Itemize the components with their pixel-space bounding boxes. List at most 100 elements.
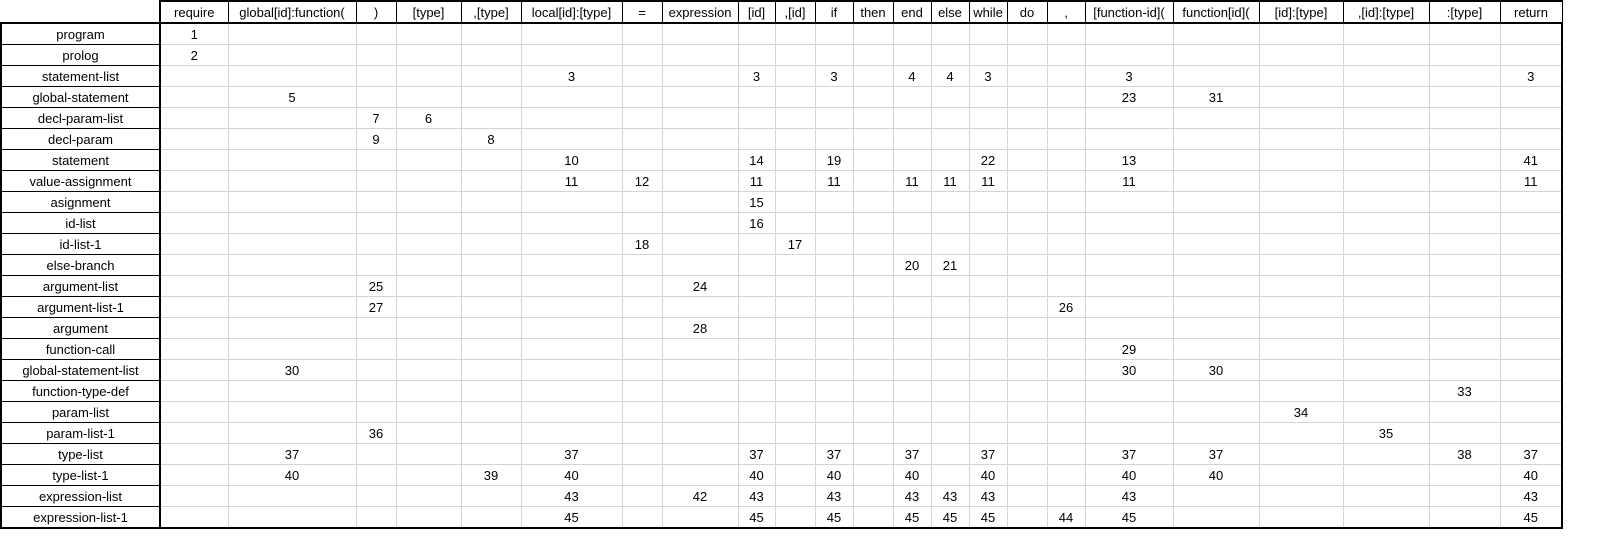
- table-cell[interactable]: [1172, 254, 1259, 276]
- table-cell[interactable]: [460, 233, 521, 255]
- table-cell[interactable]: [661, 170, 738, 192]
- table-cell[interactable]: [395, 86, 461, 108]
- table-cell[interactable]: [1172, 191, 1259, 213]
- table-cell[interactable]: [774, 170, 815, 192]
- table-cell[interactable]: [1428, 485, 1500, 507]
- table-cell[interactable]: [1428, 107, 1500, 129]
- table-cell[interactable]: [1172, 485, 1259, 507]
- table-cell[interactable]: [737, 22, 775, 45]
- table-cell[interactable]: 37: [227, 443, 356, 465]
- table-cell[interactable]: [774, 401, 815, 423]
- table-cell[interactable]: [930, 86, 969, 108]
- table-cell[interactable]: [814, 254, 853, 276]
- table-cell[interactable]: [227, 170, 356, 192]
- table-cell[interactable]: [227, 317, 356, 339]
- table-cell[interactable]: [1084, 254, 1173, 276]
- table-cell[interactable]: [1006, 254, 1047, 276]
- table-cell[interactable]: [661, 107, 738, 129]
- table-cell[interactable]: [1258, 338, 1343, 360]
- table-cell[interactable]: [1428, 44, 1500, 66]
- table-cell[interactable]: [520, 338, 622, 360]
- table-cell[interactable]: 41: [1499, 149, 1563, 171]
- table-cell[interactable]: 25: [355, 275, 396, 297]
- table-cell[interactable]: 37: [737, 443, 775, 465]
- table-cell[interactable]: [621, 338, 662, 360]
- table-cell[interactable]: [395, 44, 461, 66]
- table-cell[interactable]: [1046, 170, 1085, 192]
- table-cell[interactable]: [395, 359, 461, 381]
- table-cell[interactable]: 4: [892, 65, 931, 87]
- table-cell[interactable]: [852, 485, 893, 507]
- table-cell[interactable]: [1342, 107, 1429, 129]
- table-cell[interactable]: 30: [227, 359, 356, 381]
- table-cell[interactable]: [774, 254, 815, 276]
- row-header[interactable]: id-list-1: [0, 233, 161, 255]
- row-header[interactable]: statement: [0, 149, 161, 171]
- table-cell[interactable]: [737, 233, 775, 255]
- table-cell[interactable]: [968, 401, 1007, 423]
- table-cell[interactable]: [460, 485, 521, 507]
- table-cell[interactable]: [892, 338, 931, 360]
- table-cell[interactable]: [1499, 401, 1563, 423]
- table-cell[interactable]: 3: [1499, 65, 1563, 87]
- table-cell[interactable]: 20: [892, 254, 931, 276]
- table-cell[interactable]: [1342, 191, 1429, 213]
- table-cell[interactable]: [355, 233, 396, 255]
- table-cell[interactable]: [159, 65, 228, 87]
- table-cell[interactable]: [1046, 22, 1085, 45]
- table-cell[interactable]: [930, 380, 969, 402]
- table-cell[interactable]: [227, 107, 356, 129]
- column-header[interactable]: return: [1499, 0, 1563, 24]
- table-cell[interactable]: [774, 107, 815, 129]
- column-header[interactable]: do: [1006, 0, 1048, 24]
- table-cell[interactable]: 40: [227, 464, 356, 486]
- table-cell[interactable]: 31: [1172, 86, 1259, 108]
- table-cell[interactable]: [1258, 22, 1343, 45]
- table-cell[interactable]: [1342, 65, 1429, 87]
- table-cell[interactable]: 29: [1084, 338, 1173, 360]
- table-cell[interactable]: [1428, 464, 1500, 486]
- table-cell[interactable]: 37: [520, 443, 622, 465]
- table-cell[interactable]: [852, 506, 893, 529]
- table-cell[interactable]: [355, 506, 396, 529]
- table-cell[interactable]: [892, 191, 931, 213]
- table-cell[interactable]: [227, 422, 356, 444]
- table-cell[interactable]: [661, 443, 738, 465]
- table-cell[interactable]: [1428, 275, 1500, 297]
- table-cell[interactable]: [852, 170, 893, 192]
- column-header[interactable]: ,[id]:[type]: [1342, 0, 1430, 24]
- table-cell[interactable]: [814, 275, 853, 297]
- table-cell[interactable]: [661, 128, 738, 150]
- row-header[interactable]: statement-list: [0, 65, 161, 87]
- table-cell[interactable]: [621, 86, 662, 108]
- table-cell[interactable]: [1499, 275, 1563, 297]
- table-cell[interactable]: [395, 338, 461, 360]
- table-cell[interactable]: [661, 464, 738, 486]
- row-header[interactable]: function-call: [0, 338, 161, 360]
- table-cell[interactable]: [520, 44, 622, 66]
- table-cell[interactable]: [1428, 422, 1500, 444]
- table-cell[interactable]: [1499, 22, 1563, 45]
- table-cell[interactable]: [1258, 44, 1343, 66]
- table-cell[interactable]: 39: [460, 464, 521, 486]
- table-cell[interactable]: [814, 233, 853, 255]
- table-cell[interactable]: [1342, 359, 1429, 381]
- table-cell[interactable]: [930, 275, 969, 297]
- table-cell[interactable]: 11: [520, 170, 622, 192]
- table-cell[interactable]: [460, 296, 521, 318]
- table-cell[interactable]: [1342, 338, 1429, 360]
- table-cell[interactable]: [621, 65, 662, 87]
- table-cell[interactable]: [852, 254, 893, 276]
- table-cell[interactable]: [355, 44, 396, 66]
- table-cell[interactable]: [1046, 254, 1085, 276]
- table-cell[interactable]: [852, 464, 893, 486]
- table-cell[interactable]: [1006, 128, 1047, 150]
- table-cell[interactable]: [774, 443, 815, 465]
- table-cell[interactable]: [1428, 65, 1500, 87]
- row-header[interactable]: type-list-1: [0, 464, 161, 486]
- table-cell[interactable]: [968, 44, 1007, 66]
- table-cell[interactable]: [1258, 359, 1343, 381]
- table-cell[interactable]: 36: [355, 422, 396, 444]
- table-cell[interactable]: [930, 317, 969, 339]
- table-cell[interactable]: [1342, 254, 1429, 276]
